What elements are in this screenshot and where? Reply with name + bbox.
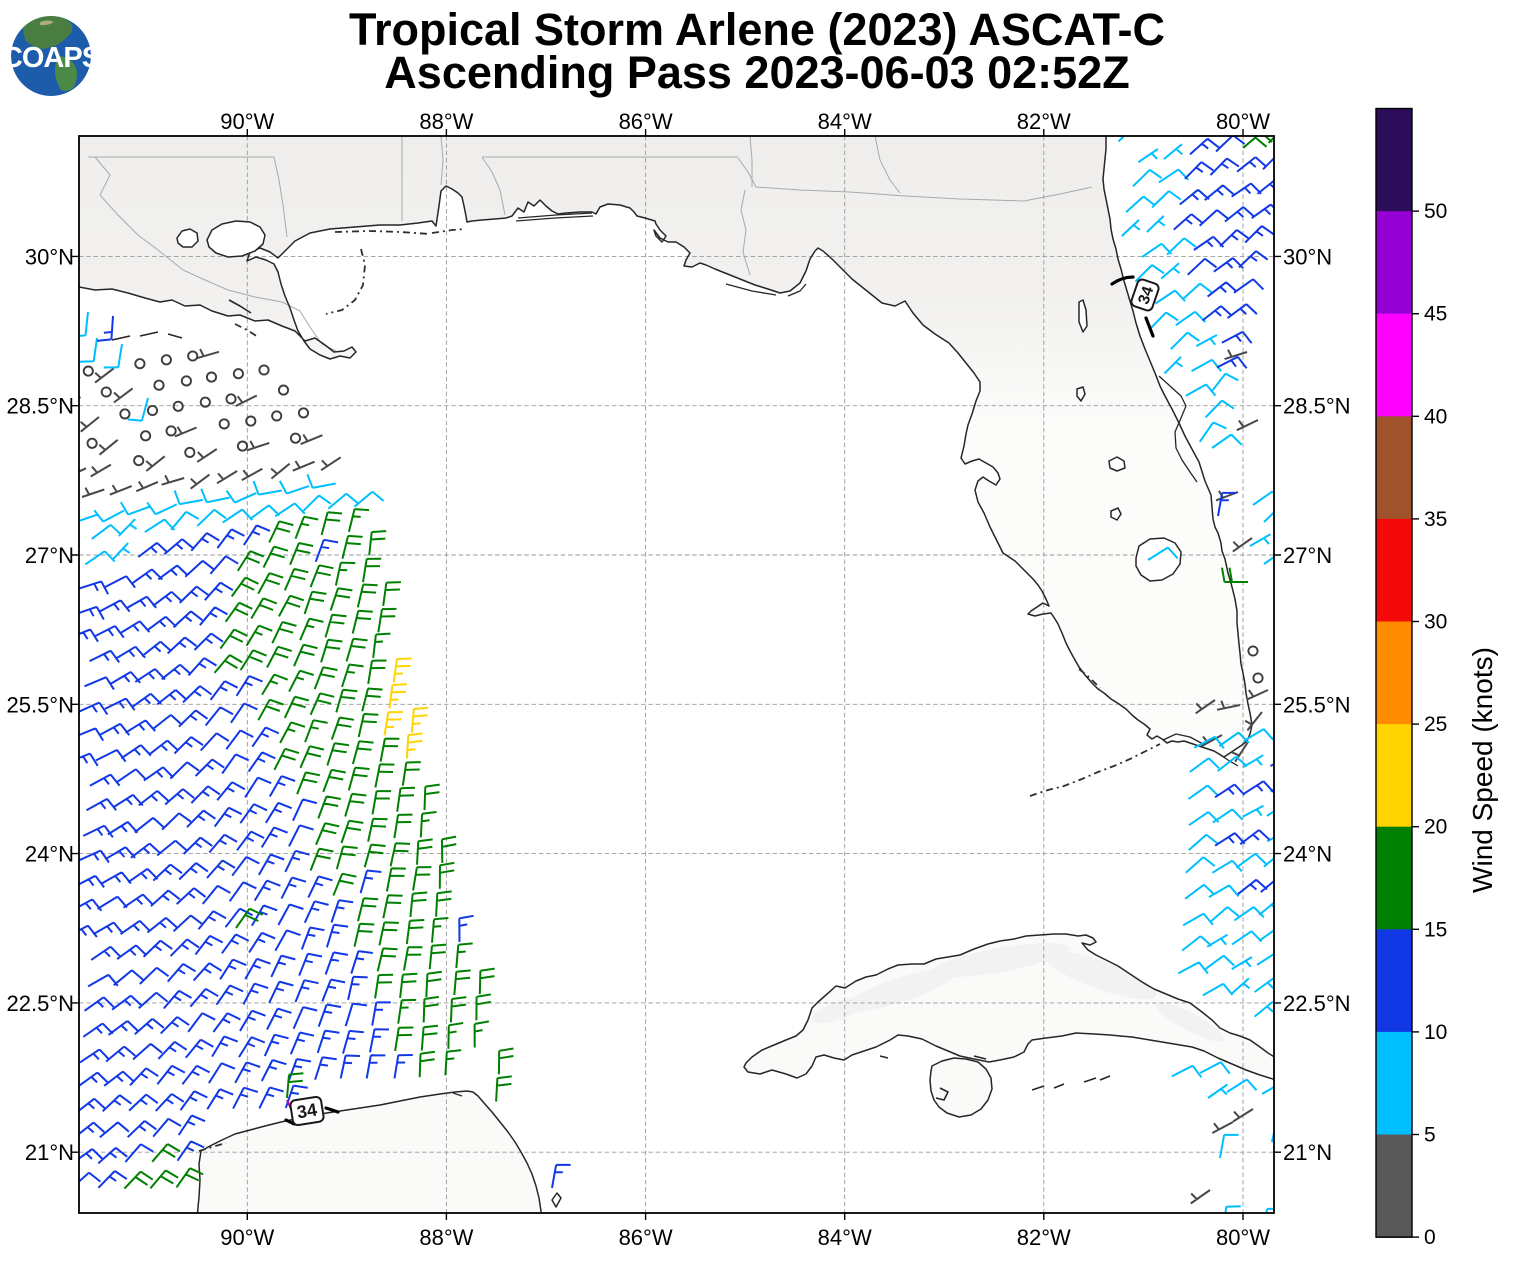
svg-text:Ascending Pass 2023-06-03 02:5: Ascending Pass 2023-06-03 02:52Z <box>384 47 1129 98</box>
svg-text:27°N: 27°N <box>1283 543 1332 568</box>
svg-text:10: 10 <box>1424 1021 1447 1044</box>
svg-text:20: 20 <box>1424 816 1447 839</box>
svg-text:84°W: 84°W <box>818 1225 872 1250</box>
svg-text:21°N: 21°N <box>1283 1140 1332 1165</box>
svg-text:40: 40 <box>1424 405 1447 428</box>
svg-text:15: 15 <box>1424 918 1447 941</box>
svg-text:80°W: 80°W <box>1216 1225 1270 1250</box>
svg-text:28.5°N: 28.5°N <box>1283 394 1351 419</box>
svg-text:30: 30 <box>1424 611 1447 634</box>
svg-text:82°W: 82°W <box>1017 109 1071 134</box>
svg-text:Wind Speed (knots): Wind Speed (knots) <box>1467 647 1498 893</box>
svg-text:34: 34 <box>1135 284 1157 306</box>
svg-text:COAPS: COAPS <box>2 42 101 74</box>
svg-text:90°W: 90°W <box>220 1225 274 1250</box>
svg-text:34: 34 <box>296 1100 319 1123</box>
svg-text:35: 35 <box>1424 508 1447 531</box>
svg-text:28.5°N: 28.5°N <box>6 394 74 419</box>
svg-text:21°N: 21°N <box>25 1140 74 1165</box>
svg-text:88°W: 88°W <box>419 109 473 134</box>
svg-text:24°N: 24°N <box>25 842 74 867</box>
svg-text:86°W: 86°W <box>619 109 673 134</box>
svg-text:25.5°N: 25.5°N <box>6 692 74 717</box>
svg-text:82°W: 82°W <box>1017 1225 1071 1250</box>
svg-text:22.5°N: 22.5°N <box>6 991 74 1016</box>
svg-text:25.5°N: 25.5°N <box>1283 692 1351 717</box>
svg-text:80°W: 80°W <box>1216 109 1270 134</box>
svg-text:30°N: 30°N <box>25 244 74 269</box>
svg-text:84°W: 84°W <box>818 109 872 134</box>
svg-text:88°W: 88°W <box>419 1225 473 1250</box>
svg-text:0: 0 <box>1424 1226 1436 1249</box>
svg-text:27°N: 27°N <box>25 543 74 568</box>
svg-text:22.5°N: 22.5°N <box>1283 991 1351 1016</box>
svg-text:50: 50 <box>1424 200 1447 223</box>
svg-text:45: 45 <box>1424 303 1447 326</box>
svg-text:Tropical Storm Arlene (2023) A: Tropical Storm Arlene (2023) ASCAT-C <box>349 4 1165 55</box>
svg-text:5: 5 <box>1424 1124 1436 1147</box>
svg-text:24°N: 24°N <box>1283 842 1332 867</box>
svg-text:86°W: 86°W <box>619 1225 673 1250</box>
svg-text:25: 25 <box>1424 713 1447 736</box>
svg-text:90°W: 90°W <box>220 109 274 134</box>
svg-text:30°N: 30°N <box>1283 244 1332 269</box>
